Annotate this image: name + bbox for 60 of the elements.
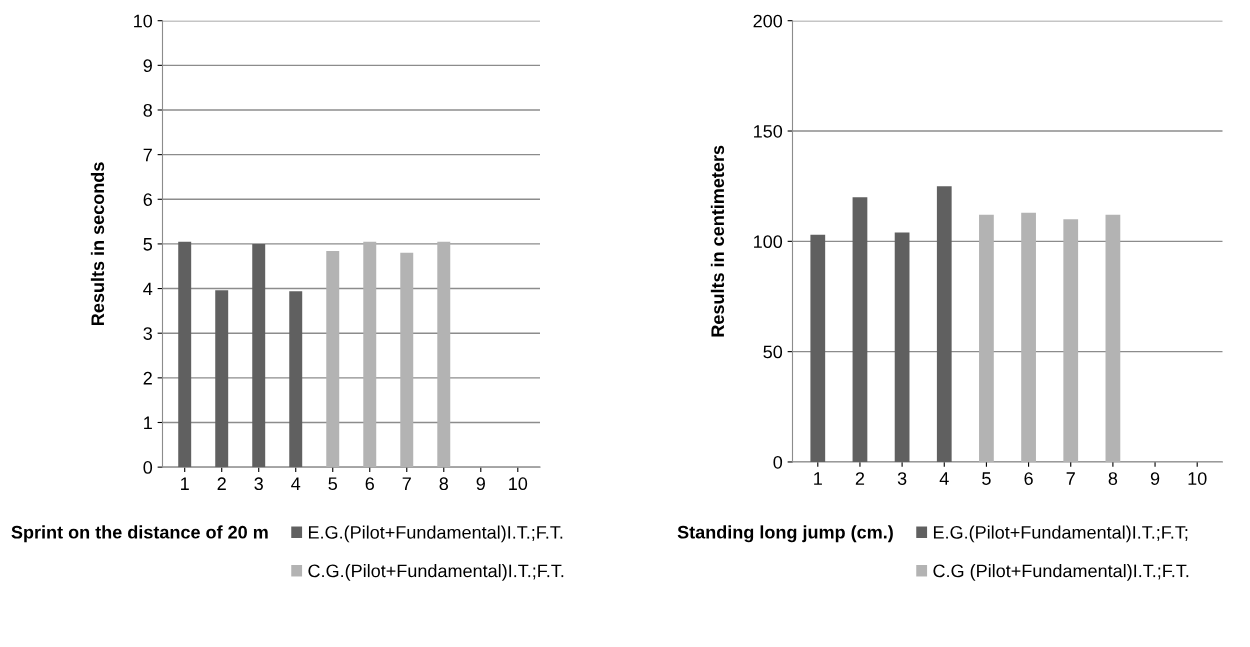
x-tick-label: 5 bbox=[328, 477, 338, 491]
bar bbox=[1021, 212, 1036, 462]
bar bbox=[326, 251, 340, 468]
bar bbox=[289, 291, 303, 468]
x-tick-label: 2 bbox=[217, 477, 226, 490]
bar bbox=[252, 243, 266, 468]
x-tick-label: 5 bbox=[982, 472, 991, 485]
y-tick-label: 0 bbox=[143, 461, 153, 474]
x-tick-label: 6 bbox=[1024, 472, 1033, 485]
y-tick-label: 3 bbox=[143, 327, 152, 340]
bar bbox=[1105, 214, 1121, 462]
x-tick-label: 2 bbox=[855, 472, 865, 485]
legend-label: E.G.(Pilot+Fundamental)I.T.;F.T; bbox=[933, 525, 1188, 543]
bar bbox=[810, 234, 826, 462]
y-tick-label: 7 bbox=[143, 148, 152, 162]
y-tick-label: 150 bbox=[754, 124, 783, 138]
bar bbox=[363, 241, 377, 468]
x-tick-label: 9 bbox=[1150, 472, 1160, 485]
x-tick-label: 10 bbox=[509, 477, 528, 491]
y-tick-label: 4 bbox=[143, 282, 153, 296]
y-axis-title: Results in centimeters bbox=[710, 145, 725, 337]
bar bbox=[936, 186, 952, 462]
y-tick-label: 0 bbox=[773, 455, 783, 469]
y-tick-label: 10 bbox=[134, 14, 153, 28]
x-tick-label: 8 bbox=[1108, 472, 1118, 485]
bar bbox=[1063, 219, 1079, 462]
x-tick-label: 7 bbox=[402, 477, 411, 490]
y-tick-label: 5 bbox=[143, 238, 153, 251]
bar bbox=[979, 214, 994, 462]
y-tick-label: 1 bbox=[144, 416, 152, 430]
y-tick-label: 9 bbox=[143, 59, 152, 73]
x-tick-label: 8 bbox=[439, 477, 449, 491]
y-tick-label: 50 bbox=[763, 345, 783, 359]
legend-label: C.G.(Pilot+Fundamental)I.T.;F.T. bbox=[308, 564, 564, 581]
x-tick-label: 1 bbox=[181, 477, 189, 490]
x-tick-label: 4 bbox=[291, 477, 301, 490]
x-tick-label: 4 bbox=[939, 472, 949, 485]
bar bbox=[400, 252, 414, 468]
bar bbox=[894, 232, 910, 462]
y-tick-label: 6 bbox=[143, 193, 152, 206]
legend-title: Sprint on the distance of 20 m bbox=[11, 525, 268, 543]
y-tick-label: 100 bbox=[754, 235, 783, 249]
x-tick-label: 9 bbox=[476, 477, 485, 491]
x-tick-label: 6 bbox=[365, 477, 374, 491]
bar bbox=[437, 241, 451, 468]
bar bbox=[178, 241, 192, 468]
x-tick-label: 7 bbox=[1066, 472, 1075, 485]
x-tick-label: 10 bbox=[1188, 472, 1207, 485]
y-axis-title: Results in seconds bbox=[90, 162, 105, 325]
bar bbox=[215, 290, 229, 468]
x-tick-label: 3 bbox=[254, 477, 263, 491]
y-tick-label: 8 bbox=[143, 103, 152, 117]
x-tick-label: 1 bbox=[814, 472, 822, 485]
y-tick-label: 2 bbox=[143, 371, 152, 385]
legend-label: E.G.(Pilot+Fundamental)I.T.;F.T. bbox=[308, 525, 563, 543]
legend-title: Standing long jump (cm.) bbox=[677, 525, 893, 543]
bar bbox=[852, 197, 868, 462]
x-tick-label: 3 bbox=[897, 472, 907, 485]
y-tick-label: 200 bbox=[753, 14, 783, 28]
legend-label: C.G (Pilot+Fundamental)I.T.;F.T. bbox=[933, 564, 1189, 581]
